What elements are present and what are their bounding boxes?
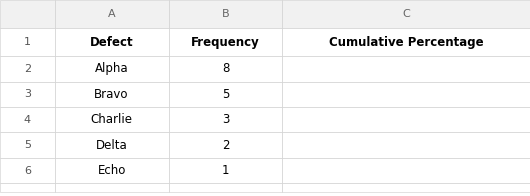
Text: Cumulative Percentage: Cumulative Percentage <box>329 35 483 49</box>
Bar <box>0 82 55 107</box>
Text: 5: 5 <box>222 88 229 101</box>
Bar <box>0 0 55 28</box>
Text: Delta: Delta <box>96 139 127 152</box>
Text: 8: 8 <box>222 62 229 75</box>
Bar <box>0 107 55 132</box>
Text: 3: 3 <box>222 113 229 126</box>
Text: 1: 1 <box>24 37 31 47</box>
Bar <box>0 56 55 82</box>
Text: 5: 5 <box>24 140 31 150</box>
Bar <box>55 158 169 183</box>
Bar <box>169 56 282 82</box>
Bar <box>169 183 282 192</box>
Bar <box>0 132 55 158</box>
Bar <box>55 56 169 82</box>
Text: Frequency: Frequency <box>191 35 260 49</box>
Text: 6: 6 <box>24 166 31 176</box>
Text: 3: 3 <box>24 89 31 99</box>
Bar <box>282 107 530 132</box>
Bar <box>55 183 169 192</box>
Text: 1: 1 <box>222 164 229 177</box>
Bar <box>282 158 530 183</box>
Text: 4: 4 <box>24 115 31 125</box>
Text: Alpha: Alpha <box>95 62 128 75</box>
Bar <box>55 107 169 132</box>
Bar <box>169 107 282 132</box>
Bar <box>0 183 55 192</box>
Bar <box>55 28 169 56</box>
Bar <box>282 0 530 28</box>
Bar <box>169 0 282 28</box>
Bar <box>282 183 530 192</box>
Bar <box>282 132 530 158</box>
Bar <box>55 132 169 158</box>
Bar <box>55 0 169 28</box>
Text: Charlie: Charlie <box>91 113 132 126</box>
Text: 2: 2 <box>222 139 229 152</box>
Text: C: C <box>402 9 410 19</box>
Text: Bravo: Bravo <box>94 88 129 101</box>
Bar <box>282 28 530 56</box>
Bar <box>169 132 282 158</box>
Text: B: B <box>222 9 229 19</box>
Text: Echo: Echo <box>98 164 126 177</box>
Bar <box>0 28 55 56</box>
Text: 2: 2 <box>24 64 31 74</box>
Bar <box>55 82 169 107</box>
Text: A: A <box>108 9 116 19</box>
Bar <box>169 28 282 56</box>
Bar <box>169 82 282 107</box>
Bar <box>282 82 530 107</box>
Text: Defect: Defect <box>90 35 134 49</box>
Bar <box>0 158 55 183</box>
Bar <box>169 158 282 183</box>
Bar <box>282 56 530 82</box>
